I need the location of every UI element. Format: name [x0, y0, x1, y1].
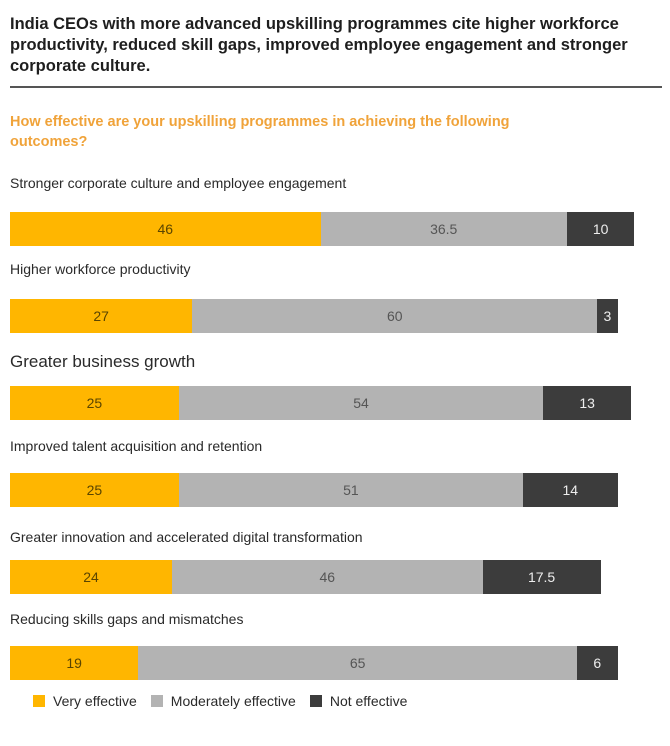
data-label: 54: [353, 395, 369, 411]
data-label: 19: [66, 655, 82, 671]
data-label: 65: [349, 655, 366, 671]
category-label: Greater business growth: [10, 352, 196, 371]
legend-swatch: [150, 695, 163, 707]
category-label: Stronger corporate culture and employee …: [10, 175, 347, 191]
stacked-bar: 24 46 17.5: [10, 560, 601, 594]
legend-label: Moderately effective: [170, 693, 296, 709]
stacked-bar: 25 51 14: [10, 473, 618, 507]
data-label: 46: [319, 569, 336, 585]
data-label: 36.5: [430, 221, 458, 237]
bar-segment-very: 25: [10, 473, 179, 507]
data-label: 25: [86, 482, 103, 498]
legend-item: Not effective: [309, 693, 408, 709]
category-label: Higher workforce productivity: [10, 261, 191, 277]
category-label: Improved talent acquisition and retentio…: [10, 438, 263, 454]
chart-title: India CEOs with more advanced upskilling…: [10, 15, 628, 75]
category-label: Reducing skills gaps and mismatches: [10, 611, 244, 627]
legend-swatch: [309, 695, 322, 707]
data-label: 51: [343, 482, 359, 498]
data-label: 3: [603, 308, 612, 324]
bar-segment-not: 14: [523, 473, 618, 507]
bar-segment-mod: 46: [172, 560, 483, 594]
legend-label: Not effective: [329, 693, 408, 709]
bar-segment-not: 13: [543, 386, 631, 420]
bar-segment-not: 17.5: [482, 560, 601, 594]
data-label: 60: [386, 308, 403, 324]
bar-segment-not: 10: [566, 212, 635, 246]
chart-subtitle: How effective are your upskilling progra…: [10, 114, 510, 150]
legend: Very effective Moderately effective Not ef…: [33, 693, 407, 709]
bar-segment-very: 25: [10, 386, 179, 420]
stacked-bar: 46 36.5 10: [10, 212, 635, 246]
data-label: 27: [93, 308, 109, 324]
bar-segment-very: 24: [10, 560, 172, 594]
category-label: Greater innovation and accelerated digit…: [10, 529, 363, 545]
legend-label: Very effective: [53, 693, 137, 709]
data-label: 10: [592, 221, 609, 237]
bar-segment-very: 27: [10, 299, 193, 333]
data-label: 14: [562, 482, 579, 498]
bar-segment-not: 3: [597, 299, 618, 333]
bar-segment-mod: 54: [178, 386, 544, 420]
title-divider: [10, 86, 662, 88]
data-label: 13: [579, 395, 595, 411]
legend-item: Moderately effective: [150, 693, 296, 709]
bar-segment-mod: 60: [192, 299, 598, 333]
bar-segment-mod: 65: [138, 646, 577, 680]
data-label: 6: [593, 655, 602, 671]
legend-swatch: [33, 695, 45, 707]
data-label: 46: [157, 221, 174, 237]
bar-segment-very: 46: [10, 212, 321, 246]
legend-item: Very effective: [33, 693, 137, 709]
stacked-bar: 25 54 13: [10, 386, 631, 420]
data-label: 24: [83, 569, 99, 585]
data-label: 17.5: [527, 569, 556, 585]
data-label: 25: [86, 395, 103, 411]
bar-segment-not: 6: [577, 646, 618, 680]
bar-segment-mod: 36.5: [320, 212, 567, 246]
bar-segment-very: 19: [10, 646, 139, 680]
bar-segment-mod: 51: [178, 473, 523, 507]
stacked-bar: 19 65 6: [10, 646, 618, 680]
stacked-bar: 27 60 3: [10, 299, 618, 333]
